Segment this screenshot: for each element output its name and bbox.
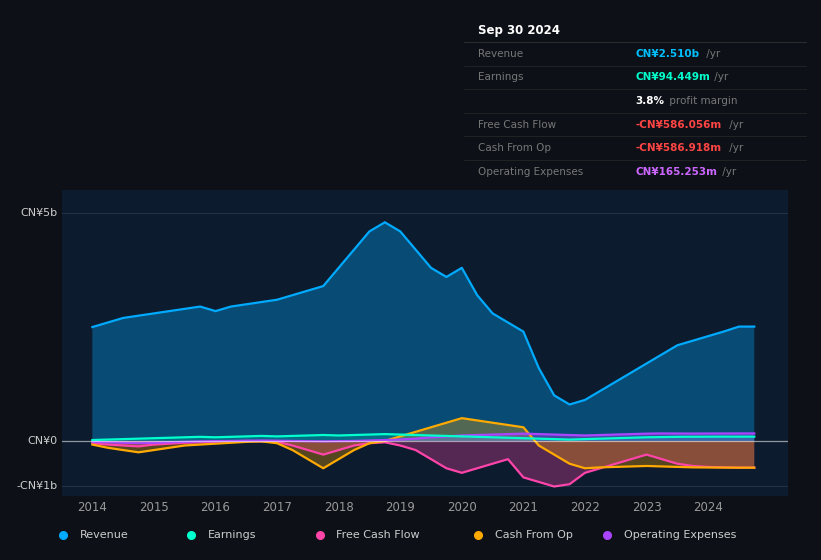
Text: Revenue: Revenue: [478, 49, 523, 59]
Text: 3.8%: 3.8%: [635, 96, 664, 106]
Text: -CN¥586.056m: -CN¥586.056m: [635, 120, 722, 130]
Text: Earnings: Earnings: [208, 530, 257, 540]
Text: /yr: /yr: [718, 167, 736, 177]
Text: CN¥165.253m: CN¥165.253m: [635, 167, 718, 177]
Text: Free Cash Flow: Free Cash Flow: [478, 120, 556, 130]
Text: Earnings: Earnings: [478, 72, 523, 82]
Text: CN¥2.510b: CN¥2.510b: [635, 49, 699, 59]
Text: Cash From Op: Cash From Op: [495, 530, 573, 540]
Text: Operating Expenses: Operating Expenses: [623, 530, 736, 540]
Text: -CN¥1b: -CN¥1b: [16, 482, 58, 492]
Text: /yr: /yr: [726, 120, 743, 130]
Text: CN¥5b: CN¥5b: [21, 208, 58, 218]
Text: CN¥94.449m: CN¥94.449m: [635, 72, 710, 82]
Text: CN¥0: CN¥0: [28, 436, 58, 446]
Text: /yr: /yr: [726, 143, 743, 153]
Text: Revenue: Revenue: [80, 530, 128, 540]
Text: Free Cash Flow: Free Cash Flow: [337, 530, 420, 540]
Text: profit margin: profit margin: [666, 96, 737, 106]
Text: -CN¥586.918m: -CN¥586.918m: [635, 143, 722, 153]
Text: /yr: /yr: [711, 72, 728, 82]
Text: Operating Expenses: Operating Expenses: [478, 167, 583, 177]
Text: Sep 30 2024: Sep 30 2024: [478, 24, 560, 37]
Text: /yr: /yr: [704, 49, 721, 59]
Text: Cash From Op: Cash From Op: [478, 143, 551, 153]
